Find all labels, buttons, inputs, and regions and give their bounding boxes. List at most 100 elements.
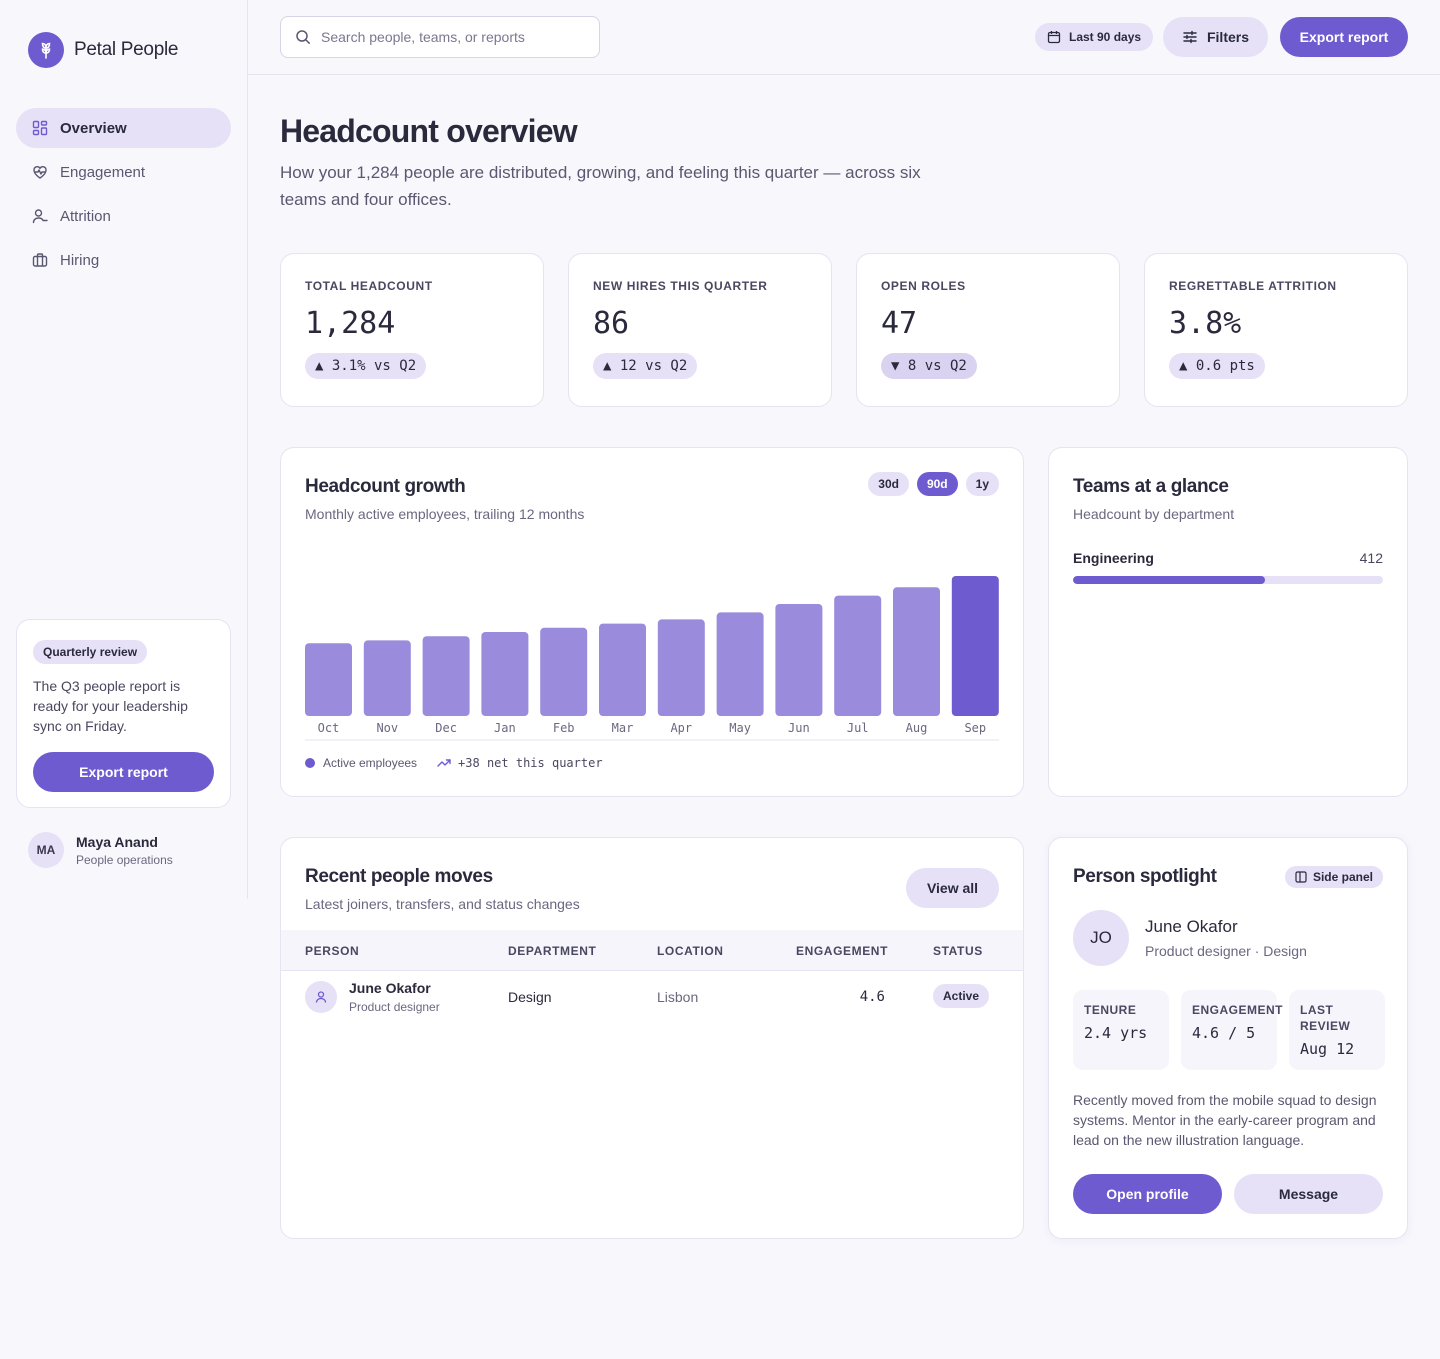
filters-button[interactable]: Filters bbox=[1163, 17, 1268, 57]
stat-value: Aug 12 bbox=[1300, 1040, 1355, 1058]
spotlight-stats: TENURE 2.4 yrs ENGAGEMENT 4.6 / 5 LAST R… bbox=[1073, 990, 1385, 1070]
quarterly-review-card: Quarterly review The Q3 people report is… bbox=[16, 619, 231, 808]
x-tick-label: Feb bbox=[553, 721, 575, 735]
bar-jan[interactable] bbox=[481, 632, 529, 716]
sidebar-item-label: Engagement bbox=[60, 163, 146, 181]
view-all-button[interactable]: View all bbox=[906, 868, 999, 908]
spotlight-name: June Okafor bbox=[1145, 917, 1238, 936]
calendar-icon bbox=[1047, 30, 1061, 44]
sidebar: Petal People Overview Engagement bbox=[0, 0, 248, 899]
column-header-location[interactable]: LOCATION bbox=[657, 944, 724, 958]
avatar: MA bbox=[28, 832, 64, 868]
column-header-engagement[interactable]: ENGAGEMENT bbox=[796, 944, 889, 958]
person-role: Product designer bbox=[349, 1000, 440, 1014]
stat-label: TENURE bbox=[1084, 1003, 1137, 1017]
kpi-value: 3.8% bbox=[1169, 306, 1242, 341]
sidebar-item-hiring[interactable]: Hiring bbox=[16, 240, 231, 280]
user-name: Maya Anand bbox=[76, 833, 158, 850]
sidebar-item-attrition[interactable]: Attrition bbox=[16, 196, 231, 236]
bar-apr[interactable] bbox=[657, 619, 705, 716]
card-subtitle: Latest joiners, transfers, and status ch… bbox=[305, 896, 580, 912]
x-tick-label: Mar bbox=[612, 721, 634, 735]
legend-label: Active employees bbox=[323, 756, 418, 770]
column-header-department[interactable]: DEPARTMENT bbox=[508, 944, 597, 958]
sidebar-export-report-button[interactable]: Export report bbox=[33, 752, 214, 792]
column-header-person[interactable]: PERSON bbox=[305, 944, 360, 958]
bar-feb[interactable] bbox=[540, 627, 588, 716]
kpi-label: REGRETTABLE ATTRITION bbox=[1169, 279, 1337, 293]
card-subtitle: Headcount by department bbox=[1073, 506, 1235, 522]
range-90d-button[interactable]: 90d bbox=[916, 472, 958, 496]
brand[interactable]: Petal People bbox=[28, 32, 178, 68]
x-tick-label: Apr bbox=[670, 721, 692, 735]
x-tick-label: Oct bbox=[318, 721, 340, 735]
search-box[interactable] bbox=[280, 16, 600, 58]
trend-note: +38 net this quarter bbox=[458, 756, 603, 770]
kpi-delta-badge: ▲ 3.1% vs Q2 bbox=[305, 353, 427, 379]
page-subtitle: How your 1,284 people are distributed, g… bbox=[280, 163, 921, 209]
column-header-status[interactable]: STATUS bbox=[933, 944, 983, 958]
export-report-button[interactable]: Export report bbox=[1280, 17, 1408, 57]
user-role: People operations bbox=[76, 852, 173, 867]
sidebar-item-engagement[interactable]: Engagement bbox=[16, 152, 231, 192]
bar-aug[interactable] bbox=[893, 587, 940, 716]
stat-value: 4.6 / 5 bbox=[1192, 1024, 1256, 1042]
stat-label: ENGAGEMENT bbox=[1192, 1003, 1284, 1017]
stat-label: LAST REVIEW bbox=[1300, 1003, 1351, 1033]
legend-swatch bbox=[305, 758, 315, 768]
bar-dec[interactable] bbox=[422, 636, 470, 716]
range-1y-button[interactable]: 1y bbox=[965, 472, 999, 496]
search-input[interactable] bbox=[321, 29, 581, 45]
bar-jun[interactable] bbox=[775, 604, 823, 716]
x-tick-label: May bbox=[729, 721, 751, 735]
kpi-card-new-hires: NEW HIRES THIS QUARTER 86 ▲ 12 vs Q2 bbox=[568, 253, 832, 407]
bar-may[interactable] bbox=[716, 612, 764, 716]
sidebar-nav: Overview Engagement Attrition bbox=[16, 108, 231, 284]
user-profile[interactable]: MA Maya Anand People operations bbox=[28, 832, 173, 868]
card-title: Person spotlight bbox=[1073, 866, 1217, 887]
grid-icon bbox=[32, 120, 48, 136]
side-panel-button[interactable]: Side panel bbox=[1284, 866, 1383, 888]
sidebar-item-label: Overview bbox=[60, 119, 127, 137]
promo-text: The Q3 people report is ready for your l… bbox=[33, 678, 188, 734]
avatar: JO bbox=[1073, 910, 1129, 966]
team-row-engineering[interactable]: Engineering 412 bbox=[1073, 550, 1383, 584]
headcount-growth-card: Headcount growth Monthly active employee… bbox=[280, 447, 1024, 797]
card-subtitle: Monthly active employees, trailing 12 mo… bbox=[305, 506, 585, 522]
date-range-label: Last 90 days bbox=[1069, 30, 1142, 44]
range-30d-button[interactable]: 30d bbox=[868, 472, 909, 496]
person-spotlight-card: Person spotlight Side panel JO June Okaf… bbox=[1048, 837, 1408, 1239]
teams-card: Teams at a glance Headcount by departmen… bbox=[1048, 447, 1408, 797]
sidebar-item-overview[interactable]: Overview bbox=[16, 108, 231, 148]
user-icon bbox=[305, 981, 337, 1013]
kpi-label: TOTAL HEADCOUNT bbox=[305, 279, 433, 293]
promo-badge: Quarterly review bbox=[33, 640, 148, 664]
team-progress-track bbox=[1073, 576, 1383, 584]
user-minus-icon bbox=[32, 208, 48, 224]
topbar: Last 90 days Filters Export report bbox=[248, 0, 1440, 75]
spotlight-actions: Open profile Message bbox=[1073, 1174, 1383, 1214]
kpi-value: 1,284 bbox=[305, 306, 396, 341]
sliders-icon bbox=[1182, 29, 1198, 45]
bar-mar[interactable] bbox=[599, 623, 646, 716]
bar-sep[interactable] bbox=[951, 576, 999, 716]
stat-tenure: TENURE 2.4 yrs bbox=[1073, 990, 1169, 1070]
bar-jul[interactable] bbox=[834, 595, 882, 716]
kpi-value: 47 bbox=[881, 306, 918, 341]
kpi-delta-badge: ▲ 12 vs Q2 bbox=[593, 353, 698, 379]
message-button[interactable]: Message bbox=[1234, 1174, 1383, 1214]
spotlight-person: JO June Okafor Product designer · Design bbox=[1073, 910, 1307, 966]
date-range-chip[interactable]: Last 90 days bbox=[1035, 23, 1154, 51]
stat-last-review: LAST REVIEW Aug 12 bbox=[1289, 990, 1385, 1070]
open-profile-button[interactable]: Open profile bbox=[1073, 1174, 1222, 1214]
trend-up-icon bbox=[437, 758, 451, 768]
bar-oct[interactable] bbox=[305, 643, 352, 716]
bar-nov[interactable] bbox=[363, 640, 411, 716]
table-row[interactable]: June Okafor Product designer Design Lisb… bbox=[281, 971, 1023, 1026]
headcount-bar-chart: Oct Nov Dec Jan Feb Mar Apr May Jun Jul Aug Sep bbox=[305, 576, 999, 741]
stat-engagement: ENGAGEMENT 4.6 / 5 bbox=[1181, 990, 1284, 1070]
heart-pulse-icon bbox=[32, 164, 48, 180]
person-name: June Okafor bbox=[349, 980, 431, 996]
x-tick-label: Jan bbox=[494, 721, 516, 735]
sidebar-item-label: Attrition bbox=[60, 207, 111, 225]
